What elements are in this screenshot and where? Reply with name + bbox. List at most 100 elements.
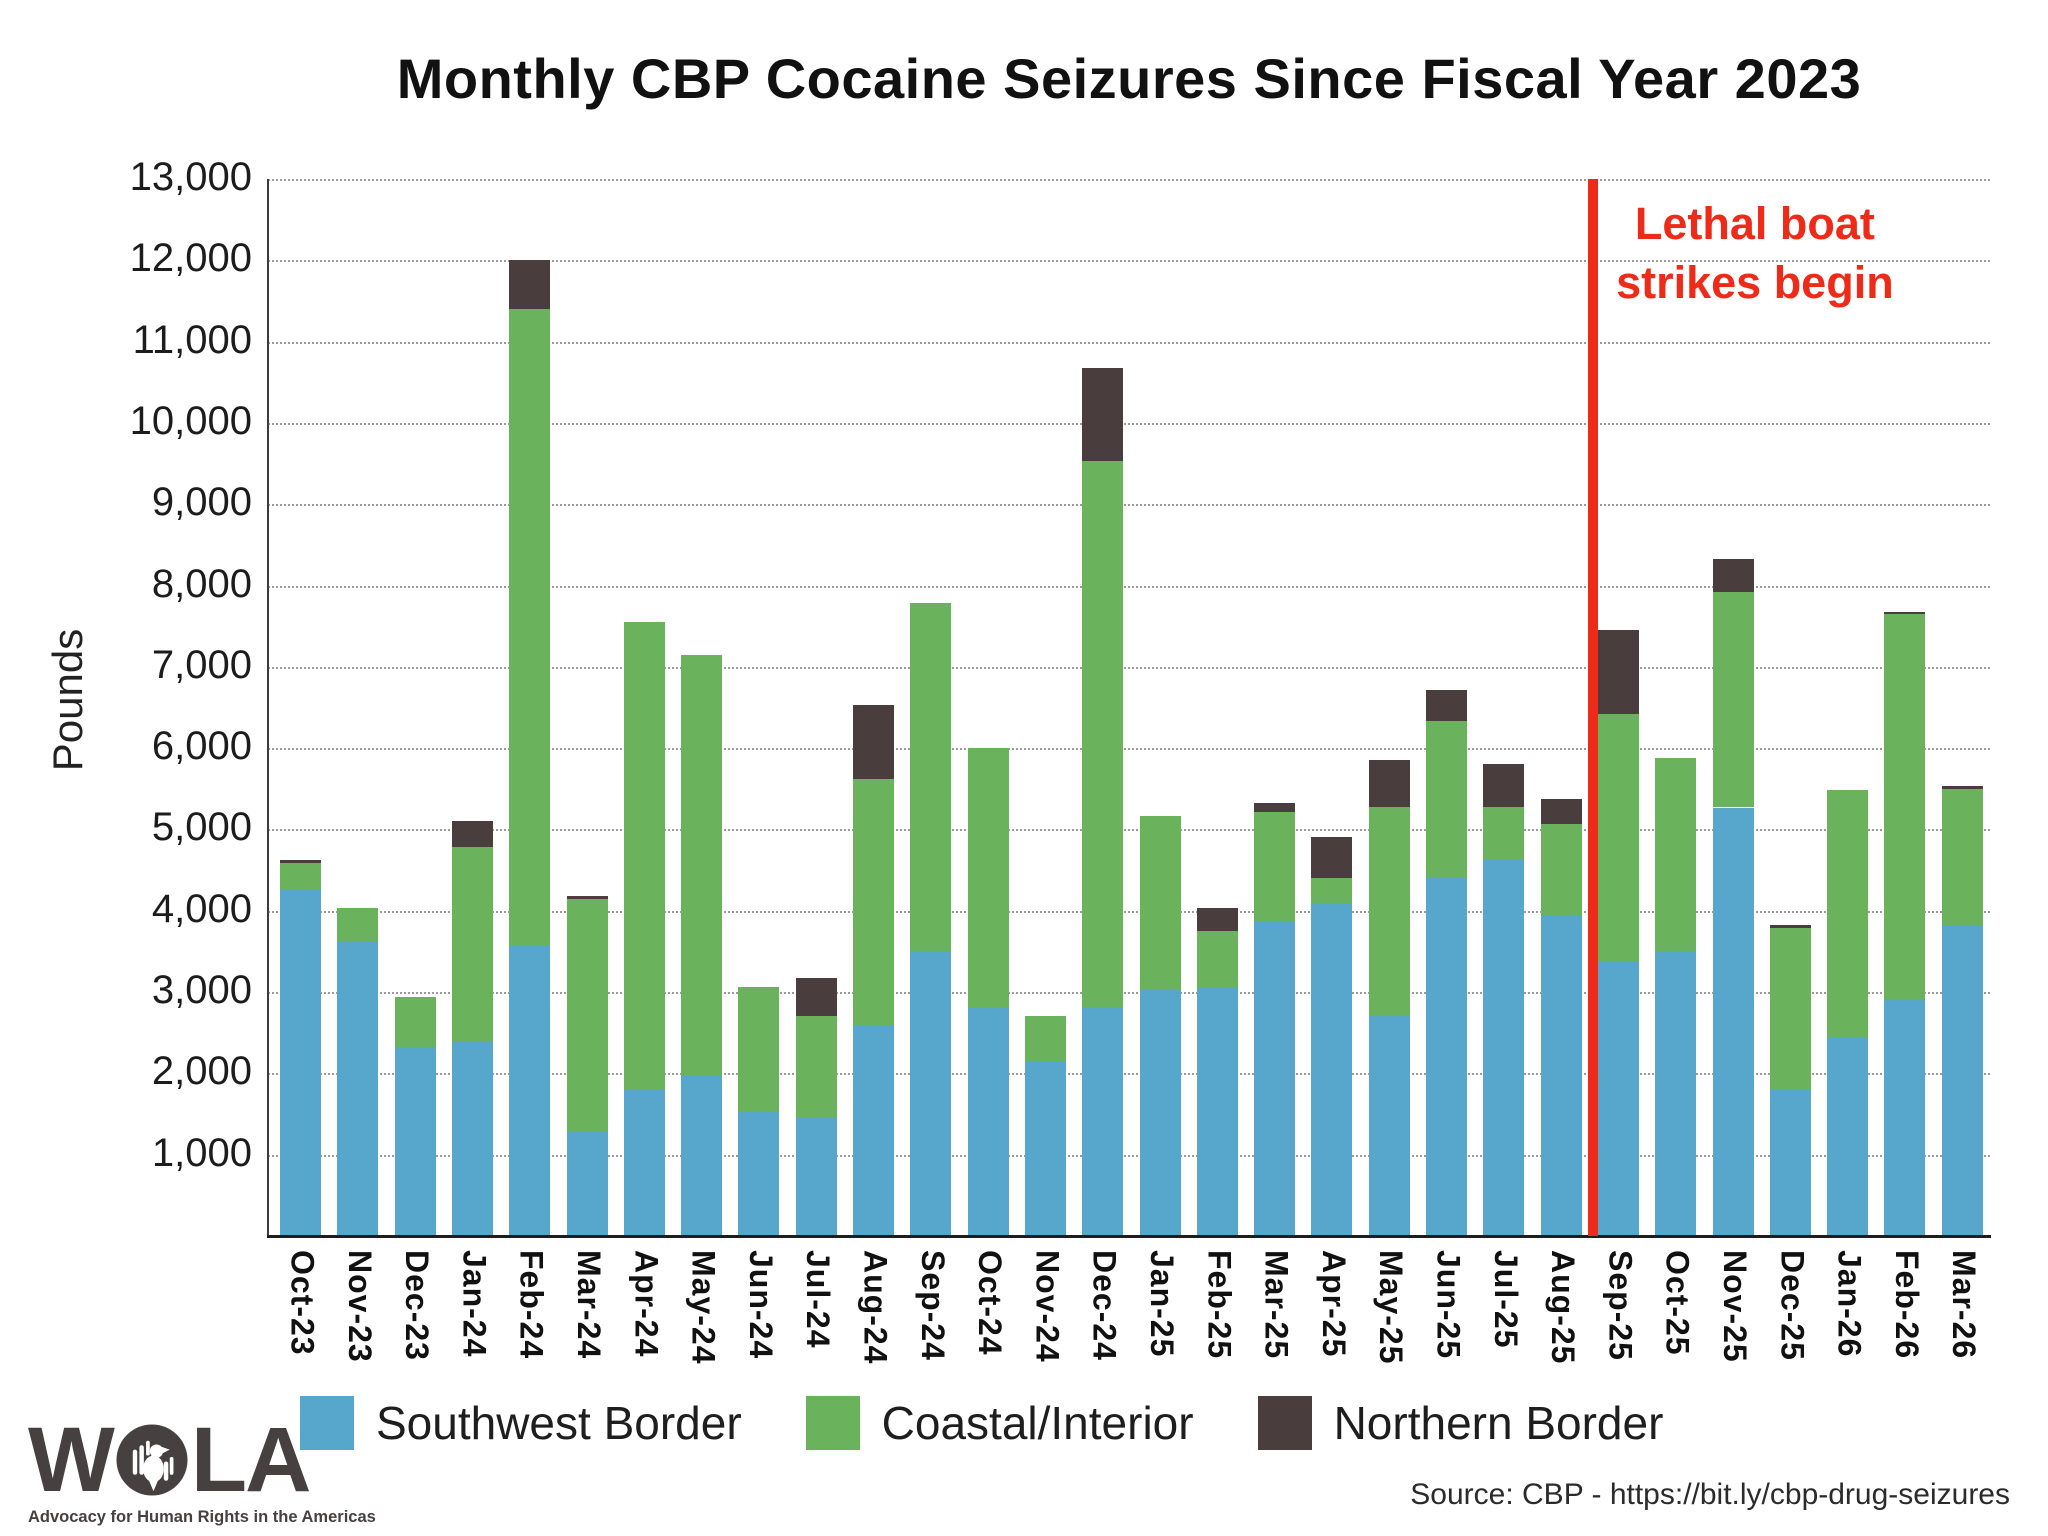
gridline xyxy=(268,422,1990,425)
bar-segment-southwest-border-apr-24 xyxy=(623,1089,665,1236)
y-tick-label: 10,000 xyxy=(129,398,252,443)
bar-segment-coastal-interior-dec-25 xyxy=(1769,927,1811,1089)
bar-segment-coastal-interior-jun-24 xyxy=(738,987,780,1113)
wola-dove-icon xyxy=(116,1424,188,1496)
bar-segment-coastal-interior-mar-24 xyxy=(566,898,608,1132)
gridline xyxy=(268,910,1990,913)
bar-segment-northern-border-may-25 xyxy=(1368,760,1410,807)
bar-segment-southwest-border-oct-23 xyxy=(280,890,321,1236)
bar-segment-northern-border-jul-24 xyxy=(795,978,837,1017)
bar-segment-coastal-interior-apr-24 xyxy=(623,622,665,1090)
x-tick-label-feb-25: Feb-25 xyxy=(1201,1250,1238,1360)
y-tick-label: 2,000 xyxy=(151,1049,252,1094)
bar-segment-southwest-border-sep-25 xyxy=(1597,961,1639,1236)
bar-segment-southwest-border-nov-23 xyxy=(337,941,379,1236)
bar-segment-coastal-interior-nov-23 xyxy=(337,908,379,942)
x-tick-label-nov-23: Nov-23 xyxy=(341,1250,378,1363)
bar-segment-coastal-interior-jul-25 xyxy=(1483,806,1525,861)
bar-segment-coastal-interior-oct-23 xyxy=(280,862,321,891)
y-tick-label: 4,000 xyxy=(151,886,252,931)
gridline xyxy=(268,1073,1990,1076)
chart-title: Monthly CBP Cocaine Seizures Since Fisca… xyxy=(396,47,1862,110)
legend-item-northern-border: Northern Border xyxy=(1257,1396,1664,1450)
bar-segment-southwest-border-jun-25 xyxy=(1426,878,1467,1236)
gridline xyxy=(268,829,1990,832)
bar-segment-southwest-border-nov-25 xyxy=(1712,807,1754,1236)
x-tick-label-aug-25: Aug-25 xyxy=(1545,1250,1582,1365)
bar-segment-northern-border-dec-25 xyxy=(1769,924,1811,928)
bar-segment-southwest-border-apr-25 xyxy=(1311,903,1353,1236)
bar-segment-northern-border-oct-23 xyxy=(280,860,321,863)
bar-segment-northern-border-jan-24 xyxy=(451,821,493,847)
bar-segment-southwest-border-feb-24 xyxy=(509,944,551,1236)
bar-segment-northern-border-sep-25 xyxy=(1597,630,1639,714)
bar-segment-southwest-border-jun-24 xyxy=(738,1112,780,1236)
bar-segment-southwest-border-jul-24 xyxy=(795,1118,837,1236)
bar-segment-southwest-border-jan-24 xyxy=(451,1041,493,1236)
x-tick-label-nov-24: Nov-24 xyxy=(1029,1250,1066,1363)
y-tick-label: 5,000 xyxy=(151,805,252,850)
northern-border-swatch xyxy=(1257,1396,1312,1450)
bar-segment-southwest-border-sep-24 xyxy=(910,951,952,1236)
wola-tagline: Advocacy for Human Rights in the America… xyxy=(28,1508,376,1526)
wola-letter-la: LA xyxy=(190,1409,312,1511)
x-tick-label-jan-25: Jan-25 xyxy=(1144,1250,1180,1358)
wola-brand: W LA xyxy=(28,1414,311,1506)
bar-segment-coastal-interior-oct-25 xyxy=(1655,757,1697,952)
y-axis-line xyxy=(267,179,269,1236)
bar-segment-coastal-interior-may-25 xyxy=(1368,806,1410,1017)
x-tick-label-jun-25: Jun-25 xyxy=(1430,1250,1467,1360)
bar-segment-southwest-border-oct-24 xyxy=(967,1008,1009,1236)
x-tick-label-sep-25: Sep-25 xyxy=(1602,1250,1639,1361)
bar-segment-coastal-interior-may-24 xyxy=(681,654,723,1075)
y-axis-title: Pounds xyxy=(44,628,91,772)
y-tick-label: 3,000 xyxy=(151,968,252,1013)
x-tick-label-oct-25: Oct-25 xyxy=(1659,1250,1696,1356)
bar-segment-southwest-border-aug-25 xyxy=(1540,914,1582,1236)
bar-segment-southwest-border-jul-25 xyxy=(1483,860,1525,1236)
gridline xyxy=(268,666,1990,669)
bar-segment-coastal-interior-jun-25 xyxy=(1426,720,1467,879)
lethal-boat-strikes-label: Lethal boat strikes begin xyxy=(1610,194,1900,312)
annotation-line-2: strikes begin xyxy=(1616,257,1894,308)
y-tick-label: 13,000 xyxy=(129,155,252,199)
bar-segment-coastal-interior-nov-25 xyxy=(1712,592,1754,808)
x-tick-label-feb-24: Feb-24 xyxy=(513,1250,550,1360)
x-tick-label-feb-26: Feb-26 xyxy=(1888,1250,1925,1360)
gridline xyxy=(268,341,1990,344)
y-tick-label: 6,000 xyxy=(151,724,252,769)
bar-segment-northern-border-nov-25 xyxy=(1712,558,1754,593)
x-tick-label-oct-24: Oct-24 xyxy=(972,1250,1009,1356)
bar-segment-northern-border-apr-25 xyxy=(1311,836,1353,879)
y-tick-label: 12,000 xyxy=(129,236,252,281)
legend-label: Southwest Border xyxy=(376,1397,742,1449)
x-tick-label-jan-24: Jan-24 xyxy=(456,1250,493,1358)
gridline xyxy=(268,504,1990,507)
bar-segment-southwest-border-dec-25 xyxy=(1769,1088,1811,1236)
x-tick-label-aug-24: Aug-24 xyxy=(857,1250,894,1365)
legend: Southwest Border Coastal/Interior Northe… xyxy=(300,1396,1800,1450)
y-tick-label: 8,000 xyxy=(151,561,252,606)
bar-segment-coastal-interior-aug-24 xyxy=(853,779,894,1025)
bar-segment-northern-border-mar-26 xyxy=(1941,786,1983,789)
bar-segment-coastal-interior-feb-24 xyxy=(509,309,551,945)
legend-label: Northern Border xyxy=(1333,1397,1664,1449)
bar-segment-coastal-interior-dec-23 xyxy=(394,996,436,1047)
legend-item-coastal-interior: Coastal/Interior xyxy=(805,1396,1194,1450)
bar-segment-coastal-interior-mar-25 xyxy=(1254,812,1296,921)
bar-segment-coastal-interior-dec-24 xyxy=(1082,461,1124,1007)
x-tick-label-apr-25: Apr-25 xyxy=(1315,1250,1352,1358)
bar-segment-northern-border-jun-25 xyxy=(1426,690,1467,721)
lethal-boat-strikes-line xyxy=(1587,179,1598,1236)
bar-segment-northern-border-aug-24 xyxy=(853,705,894,780)
bar-segment-coastal-interior-apr-25 xyxy=(1311,878,1353,904)
x-tick-label-dec-25: Dec-25 xyxy=(1774,1250,1811,1361)
bar-segment-southwest-border-mar-24 xyxy=(566,1131,608,1236)
bar-segment-southwest-border-may-25 xyxy=(1368,1016,1410,1236)
x-tick-label-oct-23: Oct-23 xyxy=(284,1250,321,1356)
bar-segment-coastal-interior-jul-24 xyxy=(795,1016,837,1119)
x-tick-label-jun-24: Jun-24 xyxy=(742,1250,779,1360)
bar-segment-northern-border-jul-25 xyxy=(1483,763,1525,807)
x-tick-label-sep-24: Sep-24 xyxy=(914,1250,951,1361)
